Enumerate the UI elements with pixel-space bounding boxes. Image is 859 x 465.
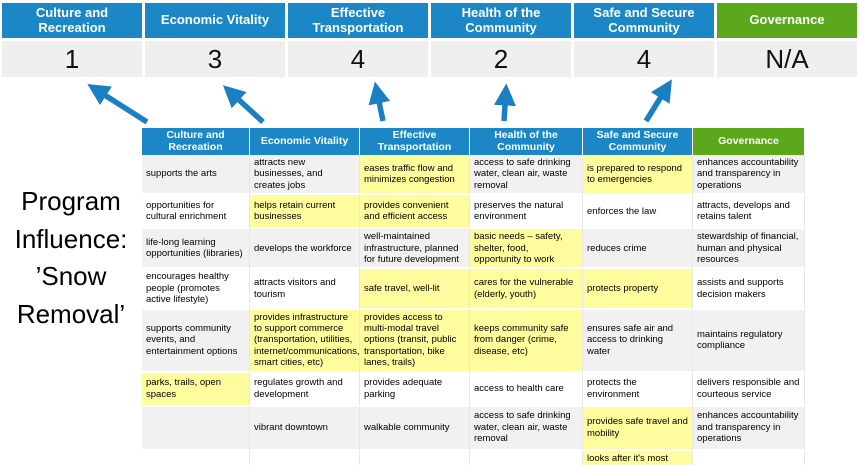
matrix-cell: provides infrastructure to support comme… [250, 309, 360, 373]
summary-header-governance: Governance [717, 3, 857, 38]
influence-matrix: Culture and Recreation Economic Vitality E… [142, 128, 805, 465]
matrix-cell: maintains regulatory compliance [693, 309, 805, 373]
program-title-line: Program [21, 186, 121, 216]
summary-score-economic-vitality: 3 [145, 41, 285, 77]
matrix-column-header: Effective Transportation [360, 128, 470, 156]
up-arrow-icon [222, 85, 265, 125]
matrix-cell: ensures safe air and access to drinking … [583, 309, 693, 373]
matrix-cell: provides adequate parking [360, 372, 470, 407]
matrix-cell: parks, trails, open spaces [142, 372, 250, 407]
table-row: opportunities for cultural enrichment hel… [142, 195, 805, 230]
matrix-cell: access to safe drinking water, clean air… [470, 155, 583, 196]
table-row: encourages healthy people (promotes acti… [142, 269, 805, 310]
matrix-column-header: Health of the Community [470, 128, 583, 156]
summary-bar: Culture and Recreation Economic Vitality… [2, 3, 857, 77]
matrix-cell: opportunities for cultural enrichment [142, 195, 250, 230]
matrix-cell: provides convenient and efficient access [360, 195, 470, 230]
matrix-cell: regulates growth and development [250, 372, 360, 407]
matrix-column-header: Safe and Secure Community [583, 128, 693, 156]
matrix-cell: preserves the natural environment [470, 195, 583, 230]
summary-header-health-community: Health of the Community [431, 3, 571, 38]
matrix-cell [360, 450, 470, 465]
table-row: Culture and Recreation Economic Vitality E… [142, 128, 805, 156]
matrix-cell: walkable community [360, 406, 470, 451]
up-arrow-icon [643, 79, 672, 123]
summary-header-effective-transportation: Effective Transportation [288, 3, 428, 38]
summary-header-culture-recreation: Culture and Recreation [2, 3, 142, 38]
matrix-cell: protects property [583, 269, 693, 310]
matrix-cell: develops the workforce [250, 229, 360, 270]
matrix-cell: vibrant downtown [250, 406, 360, 451]
matrix-cell: safe travel, well-lit [360, 269, 470, 310]
program-title-line: Influence: [14, 223, 128, 254]
matrix-cell: eases traffic flow and minimizes congest… [360, 155, 470, 196]
matrix-cell [142, 450, 250, 465]
matrix-cell: supports community events, and entertain… [142, 309, 250, 373]
matrix-cell: protects the environment [583, 372, 693, 407]
table-row: supports community events, and entertain… [142, 309, 805, 373]
matrix-cell: enhances accountability and transparency… [693, 406, 805, 451]
matrix-cell: attracts, develops and retains talent [693, 195, 805, 230]
matrix-cell [693, 450, 805, 465]
matrix-cell: enhances accountability and transparency… [693, 155, 805, 196]
matrix-cell: helps retain current businesses [250, 195, 360, 230]
matrix-cell: access to health care [470, 372, 583, 407]
matrix-cell: delivers responsible and courteous servi… [693, 372, 805, 407]
matrix-cell: reduces crime [583, 229, 693, 270]
matrix-body: supports the arts attracts new businesses… [142, 155, 805, 465]
matrix-cell: provides access to multi-modal travel op… [360, 309, 470, 373]
matrix-cell: well-maintained infrastructure, planned … [360, 229, 470, 270]
matrix-cell: life-long learning opportunities (librar… [142, 229, 250, 270]
summary-score-health-community: 2 [431, 41, 571, 77]
matrix-cell: basic needs – safety, shelter, food, opp… [470, 229, 583, 270]
matrix-column-header: Governance [693, 128, 805, 156]
matrix-cell: enforces the law [583, 195, 693, 230]
program-title-line: Removal’ [16, 299, 126, 330]
summary-header-safe-secure-community: Safe and Secure Community [574, 3, 714, 38]
matrix-column-header: Economic Vitality [250, 128, 360, 156]
matrix-cell: attracts visitors and tourism [250, 269, 360, 310]
matrix-header-row: Culture and Recreation Economic Vitality E… [142, 128, 805, 156]
matrix-cell: provides safe travel and mobility [583, 406, 693, 451]
matrix-cell: is prepared to respond to emergencies [583, 155, 693, 196]
matrix-cell: access to safe drinking water, clean air… [470, 406, 583, 451]
matrix-cell: keeps community safe from danger (crime,… [470, 309, 583, 373]
summary-score-safe-secure-community: 4 [574, 41, 714, 77]
matrix-cell: assists and supports decision makers [693, 269, 805, 310]
matrix-cell: cares for the vulnerable (elderly, youth… [470, 269, 583, 310]
table-row: parks, trails, open spaces regulates grow… [142, 372, 805, 407]
table-row: life-long learning opportunities (librar… [142, 229, 805, 270]
matrix-cell: stewardship of financial, human and phys… [693, 229, 805, 270]
up-arrow-icon [368, 81, 391, 122]
matrix-cell: encourages healthy people (promotes acti… [142, 269, 250, 310]
program-title: Program Influence: ’Snow Removal’ [0, 183, 142, 334]
matrix-cell [142, 406, 250, 451]
matrix-cell: attracts new businesses, and creates job… [250, 155, 360, 196]
summary-score-culture-recreation: 1 [2, 41, 142, 77]
summary-header-economic-vitality: Economic Vitality [145, 3, 285, 38]
matrix-cell: supports the arts [142, 155, 250, 196]
table-row: supports the arts attracts new businesses… [142, 155, 805, 196]
table-row: vibrant downtown walkable community access… [142, 406, 805, 451]
up-arrow-icon [87, 84, 149, 125]
up-arrow-icon [493, 83, 516, 122]
summary-score-effective-transportation: 4 [288, 41, 428, 77]
matrix-column-header: Culture and Recreation [142, 128, 250, 156]
up-arrows [87, 79, 672, 125]
summary-score-governance: N/A [717, 41, 857, 77]
matrix-cell [250, 450, 360, 465]
program-title-line: ’Snow [35, 261, 107, 292]
matrix-cell: looks after it's most vulnerable [583, 450, 693, 465]
table-row: looks after it's most vulnerable [142, 450, 805, 465]
matrix-cell [470, 450, 583, 465]
